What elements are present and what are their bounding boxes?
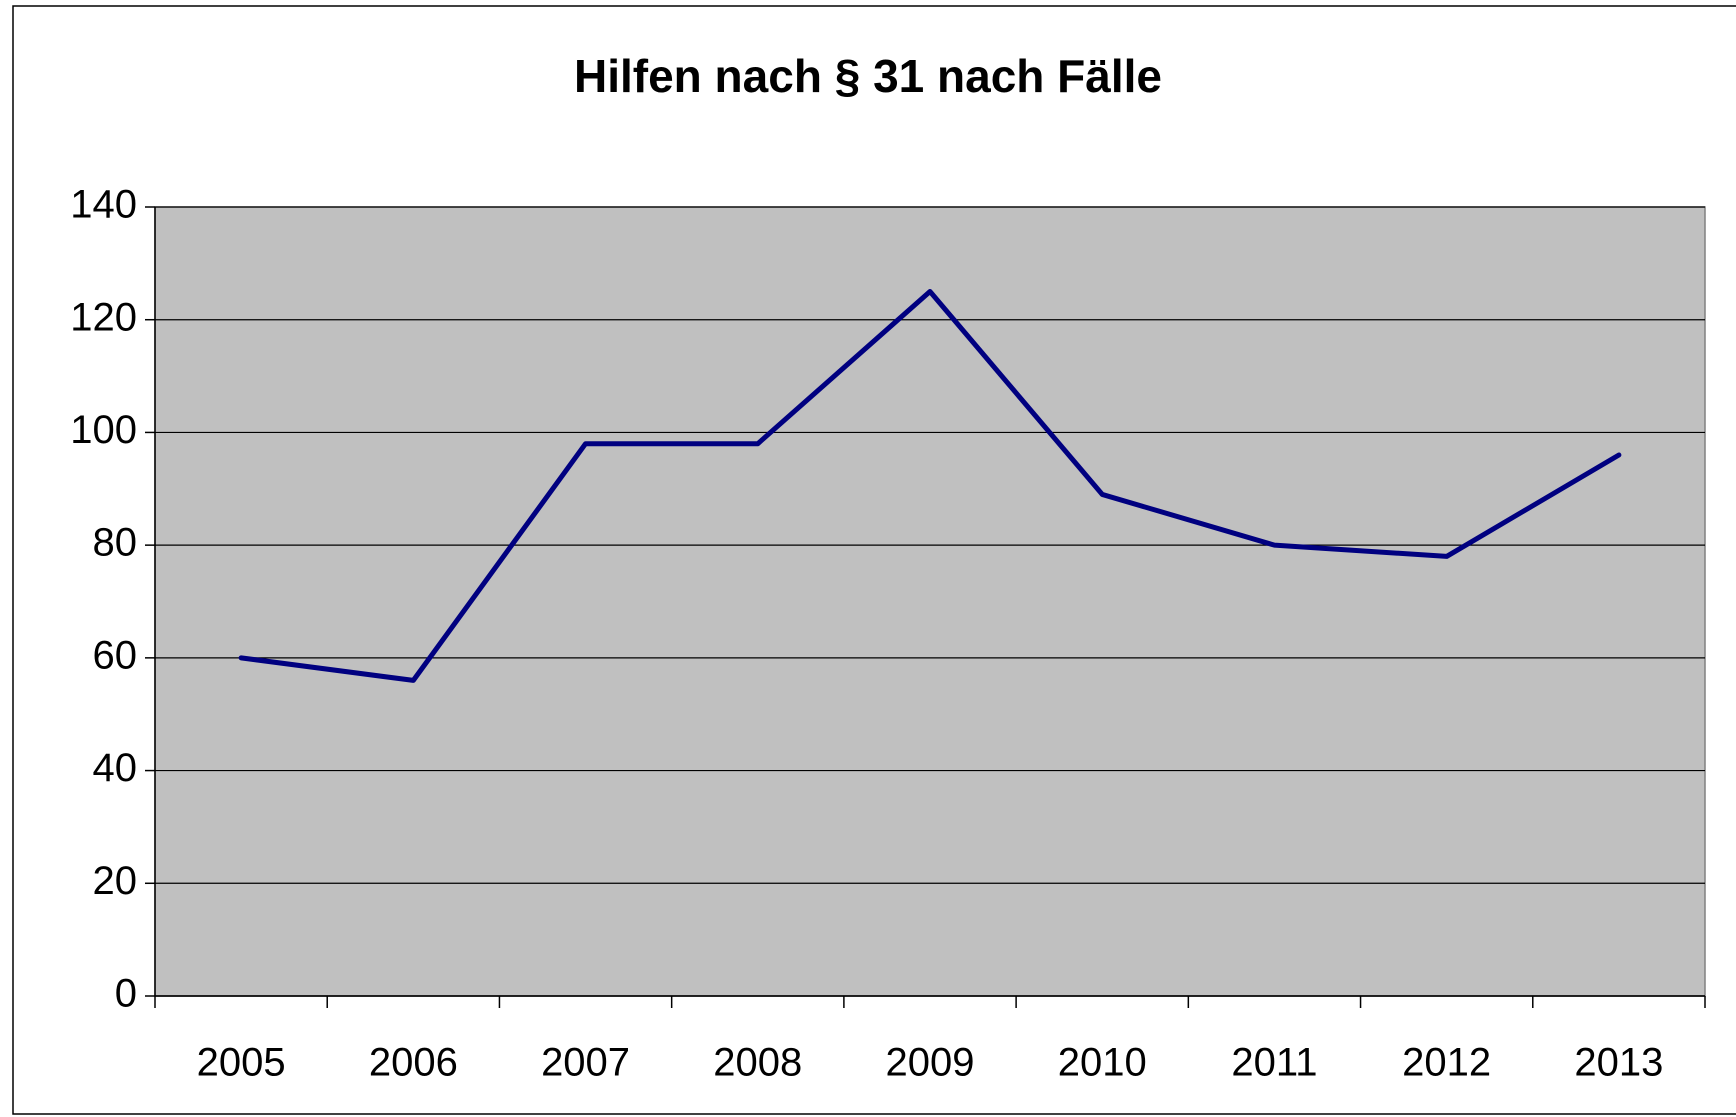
x-tick-label: 2010 (1058, 1041, 1147, 1085)
y-tick-label: 140 (70, 183, 137, 227)
plot-area (154, 206, 1706, 997)
x-tick-label: 2008 (713, 1041, 802, 1085)
x-tick-label: 2012 (1402, 1041, 1491, 1085)
y-tick-label: 100 (70, 408, 137, 452)
x-tick-label: 2007 (541, 1041, 630, 1085)
y-tick-label: 40 (93, 746, 138, 790)
x-tick-label: 2005 (197, 1041, 286, 1085)
y-tick-label: 60 (93, 633, 138, 677)
y-tick-label: 80 (93, 521, 138, 565)
series-line (238, 289, 1622, 683)
x-tick-label: 2006 (369, 1041, 458, 1085)
y-tick-label: 0 (115, 972, 137, 1016)
chart-title: Hilfen nach § 31 nach Fälle (574, 50, 1162, 102)
y-tick-label: 120 (70, 295, 137, 339)
x-tick-label: 2011 (1231, 1041, 1317, 1085)
x-tick-label: 2013 (1574, 1041, 1663, 1085)
y-tick-label: 20 (93, 859, 138, 903)
x-tick-label: 2009 (886, 1041, 975, 1085)
